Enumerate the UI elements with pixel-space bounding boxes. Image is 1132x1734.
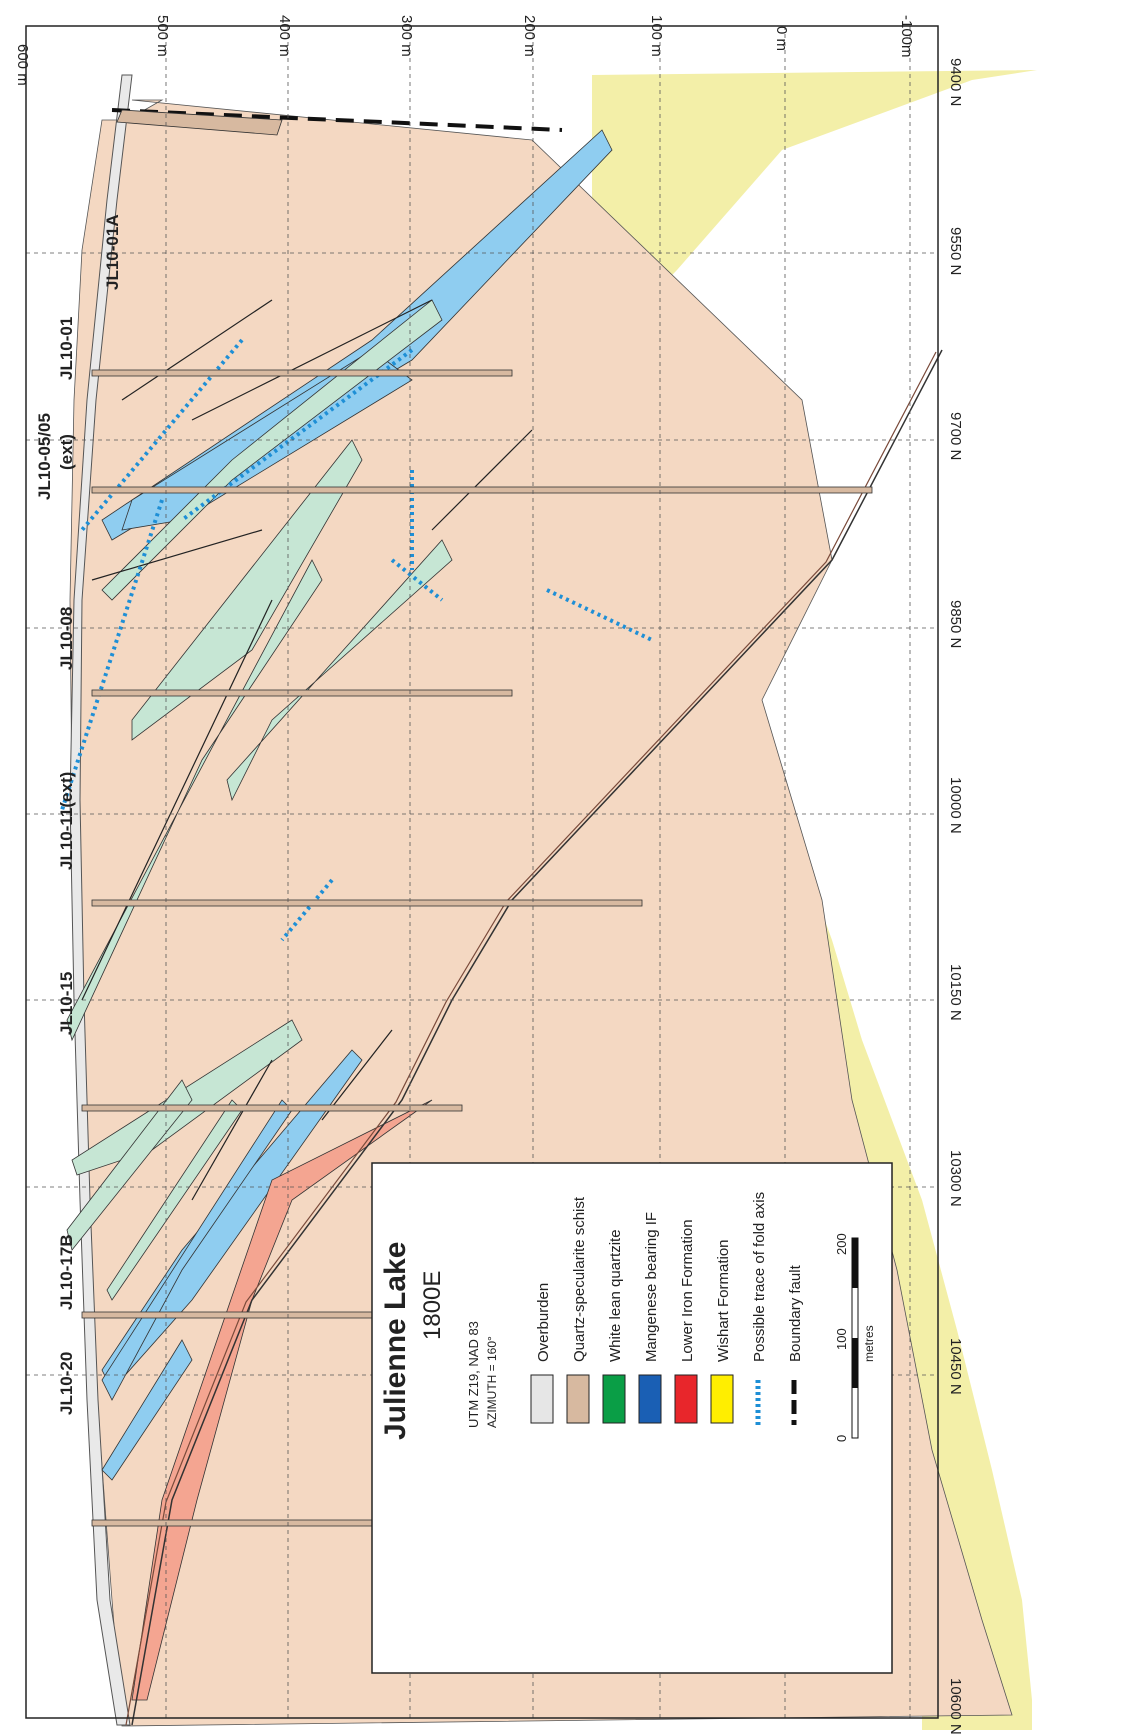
- legend-label-overburden: Overburden: [535, 1283, 552, 1362]
- swatch-wishart: [710, 1374, 734, 1424]
- tick-north-10000: 10000 N: [947, 777, 964, 834]
- legend-projection: UTM Z19, NAD 83: [466, 1321, 481, 1428]
- tick-north-10150: 10150 N: [947, 964, 964, 1021]
- northing-tick-labels: 9400 N 9550 N 9700 N 9850 N 10000 N 1015…: [947, 58, 964, 1734]
- section-frame: [25, 25, 939, 1719]
- tick-elev-200: 200 m: [521, 15, 538, 57]
- legend-label-boundary-fault: Boundary fault: [787, 1264, 804, 1362]
- legend-label-fold-axis: Possible trace of fold axis: [751, 1192, 768, 1362]
- legend-label-manganese: Mangenese bearing IF: [643, 1212, 660, 1362]
- tick-elev-neg100: -100m: [898, 15, 915, 58]
- legend-label-schist: Quartz-specularite schist: [571, 1196, 588, 1362]
- lower-iron-band: [131, 1099, 433, 1701]
- elevation-tick-labels: 600 m 500 m 400 m 300 m 200 m 100 m 0 m …: [14, 15, 915, 86]
- label-jl10-08: JL10-08: [57, 607, 76, 670]
- tick-north-9400: 9400 N: [947, 58, 964, 106]
- tick-north-10600: 10600 N: [947, 1678, 964, 1734]
- tick-north-9850: 9850 N: [947, 600, 964, 648]
- grid-lines: [26, 26, 938, 1718]
- legend-label-wishart: Wishart Formation: [715, 1239, 732, 1362]
- tick-north-9550: 9550 N: [947, 227, 964, 275]
- label-jl10-05: JL10-05/05: [35, 413, 54, 500]
- legend-azimuth: AZIMUTH = 160°: [485, 1336, 499, 1428]
- swatch-overburden: [530, 1374, 554, 1424]
- legend-title: Julienne Lake: [379, 1242, 412, 1440]
- legend-label-white-quartzite: White lean quartzite: [607, 1229, 624, 1362]
- legend-labels: Overburden Quartz-specularite schist Whi…: [535, 1192, 804, 1362]
- legend-swatches: [530, 1374, 797, 1425]
- scale-tick-200: 200: [834, 1233, 849, 1255]
- scale-bar: 0 100 200 metres: [834, 1233, 876, 1442]
- label-jl10-20: JL10-20: [57, 1352, 76, 1415]
- drillhole-traces: [81, 109, 873, 1527]
- tick-north-10300: 10300 N: [947, 1150, 964, 1207]
- legend-section: 1800E: [419, 1271, 446, 1340]
- swatch-lower-iron: [674, 1374, 698, 1424]
- boundary-fault-line: [111, 108, 563, 132]
- drillhole-labels: JL10-01A JL10-01 JL10-05/05 (ext) JL10-0…: [35, 214, 122, 1415]
- tick-elev-600: 600 m: [14, 44, 31, 86]
- label-jl10-05-ext: (ext): [57, 434, 76, 470]
- swatch-manganese: [638, 1374, 662, 1424]
- tick-north-9700: 9700 N: [947, 412, 964, 460]
- scale-tick-0: 0: [834, 1435, 849, 1442]
- swatch-white-quartzite: [602, 1374, 626, 1424]
- tick-elev-100: 100 m: [648, 15, 665, 57]
- label-jl10-15: JL10-15: [57, 972, 76, 1035]
- legend-box: Julienne Lake 1800E UTM Z19, NAD 83 AZIM…: [371, 1162, 893, 1674]
- label-jl10-11: JL10-11(ext): [57, 772, 76, 870]
- tick-elev-0: 0 m: [773, 26, 790, 51]
- swatch-schist: [566, 1374, 590, 1424]
- tick-elev-400: 400 m: [276, 15, 293, 57]
- tick-north-10450: 10450 N: [947, 1338, 964, 1395]
- label-jl10-17b: JL10-17B: [57, 1234, 76, 1310]
- basal-contact-2: [125, 351, 937, 1726]
- tick-elev-300: 300 m: [398, 15, 415, 57]
- scale-unit: metres: [862, 1325, 876, 1362]
- basal-contact: [131, 349, 943, 1726]
- legend-label-lower-iron: Lower Iron Formation: [679, 1219, 696, 1362]
- tick-elev-500: 500 m: [154, 15, 171, 57]
- structural-lines: [81, 299, 533, 1201]
- label-jl10-01: JL10-01: [57, 317, 76, 380]
- label-jl10-01a: JL10-01A: [103, 214, 122, 290]
- scale-tick-100: 100: [834, 1328, 849, 1350]
